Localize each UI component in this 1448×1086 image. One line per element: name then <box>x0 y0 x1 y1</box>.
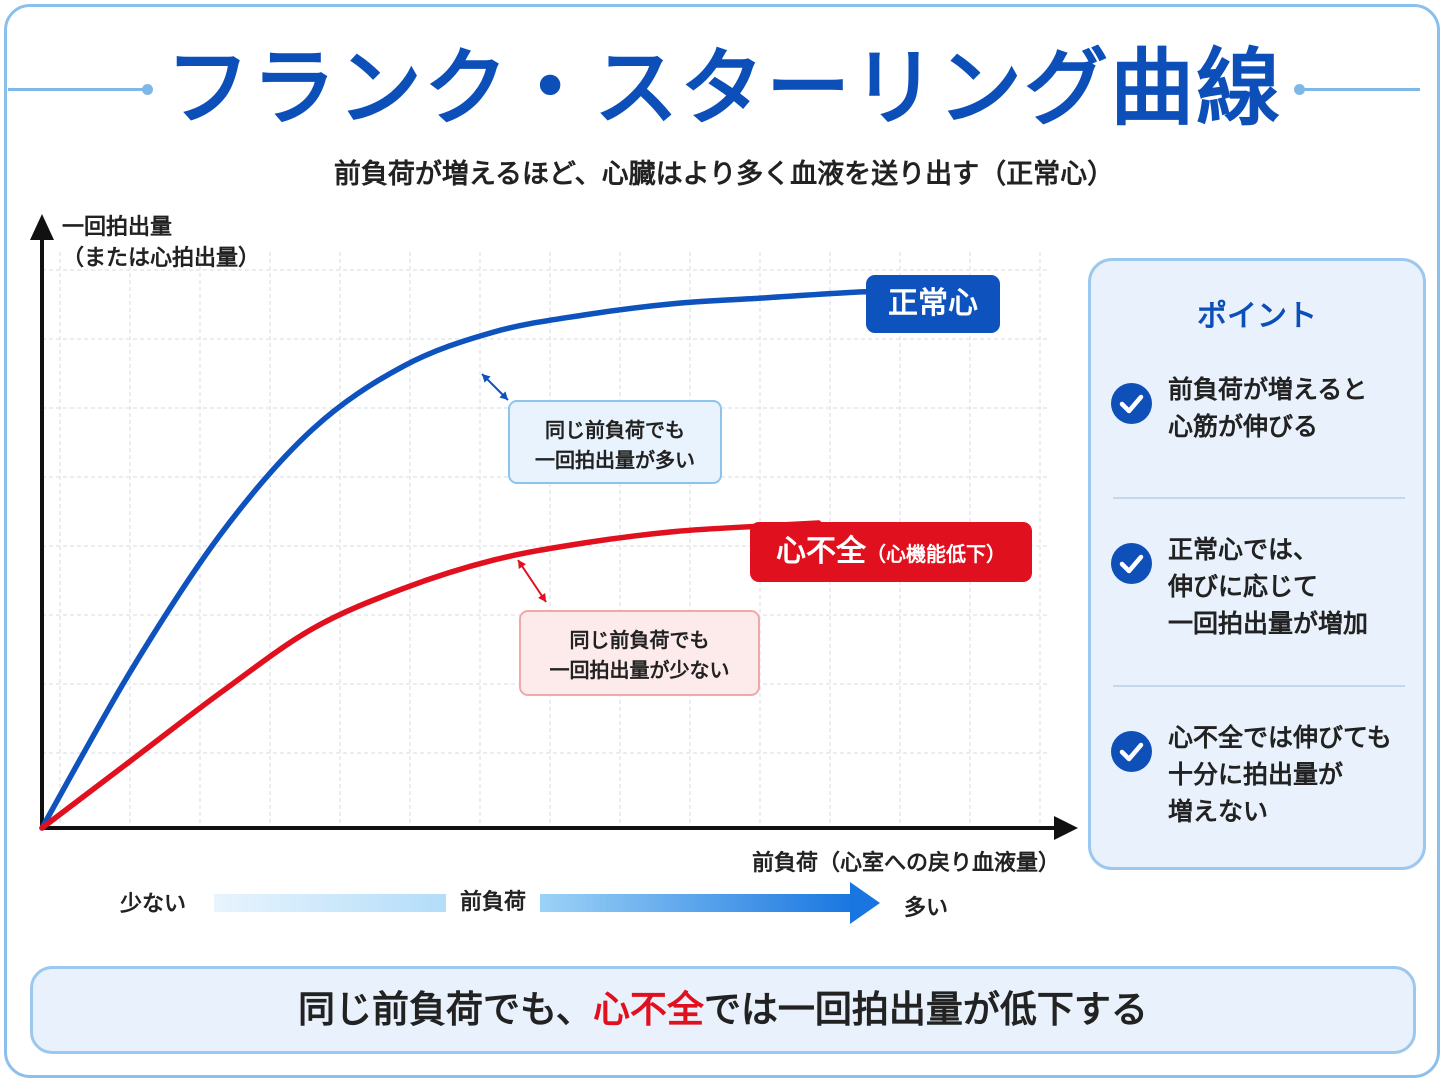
panel-divider <box>1113 497 1405 499</box>
callout-hf-arrow-icon-head-end <box>538 593 546 602</box>
point-3-line1: 心不全では伸びても <box>1168 723 1392 752</box>
point-2-line1: 正常心では、 <box>1168 535 1319 564</box>
frank-starling-chart <box>30 214 1078 840</box>
y-axis-arrowhead <box>30 214 54 240</box>
callout-normal: 同じ前負荷でも 一回拍出量が多い <box>508 400 722 484</box>
heart-failure-label: 心不全（心機能低下） <box>750 522 1032 582</box>
chart-series <box>39 286 948 831</box>
point-3-line3: 増えない <box>1168 797 1269 826</box>
scale-middle-label: 前負荷 <box>446 884 541 916</box>
panel-divider <box>1113 685 1405 687</box>
heart-failure-label-sub: （心機能低下） <box>866 542 1006 566</box>
x-axis-arrowhead <box>1054 816 1078 840</box>
point-1-line2: 心筋が伸びる <box>1168 412 1319 441</box>
summary-part1: 同じ前負荷でも、 <box>298 988 593 1031</box>
callout-normal-arrow-icon <box>481 373 509 401</box>
point-3-line2: 十分に拍出量が <box>1168 760 1344 789</box>
callout-arrows <box>481 373 547 603</box>
point-item-2-text: 正常心では、 伸びに応じて 一回拍出量が増加 <box>1168 531 1368 642</box>
point-item-3-text: 心不全では伸びても 十分に拍出量が 増えない <box>1168 719 1392 830</box>
title-deco-line-left <box>8 88 148 91</box>
title-deco-line-right <box>1298 88 1420 91</box>
check-circle-icon <box>1111 543 1152 584</box>
callout-hf-line2: 一回拍出量が少ない <box>549 658 730 682</box>
callout-hf-arrow-icon <box>517 559 547 603</box>
point-2-line3: 一回拍出量が増加 <box>1168 609 1369 638</box>
callout-hf-line1: 同じ前負荷でも <box>569 628 710 652</box>
check-circle-icon <box>1111 383 1152 424</box>
scale-left-label: 少ない <box>120 892 187 917</box>
title-deco-dot-right <box>1294 84 1305 95</box>
scale-right-label: 多い <box>904 896 949 921</box>
heart-failure-label-main: 心不全 <box>776 534 866 569</box>
point-1-line1: 前負荷が増えると <box>1168 375 1368 404</box>
points-panel: ポイント 前負荷が増えると 心筋が伸びる 正常心では、 伸びに応じて 一回拍出量… <box>1088 258 1426 870</box>
callout-normal-arrow-icon-head-end <box>499 391 508 400</box>
point-2-line2: 伸びに応じて <box>1168 572 1319 601</box>
heart-failure-curve <box>39 520 822 831</box>
preload-gradient-arrow-icon <box>214 882 880 924</box>
title-deco-dot-left <box>142 84 153 95</box>
callout-hf-arrow-icon-shaft <box>517 559 547 603</box>
y-axis-label-line2: （または心拍出量） <box>62 246 261 271</box>
callout-heart-failure: 同じ前負荷でも 一回拍出量が少ない <box>519 610 760 696</box>
y-axis-label: 一回拍出量 （または心拍出量） <box>62 212 260 274</box>
callout-normal-line1: 同じ前負荷でも <box>545 418 685 442</box>
normal-heart-curve <box>39 286 948 831</box>
summary-part2-highlight: 心不全 <box>592 988 704 1031</box>
summary-box: 同じ前負荷でも、心不全では一回拍出量が低下する <box>30 966 1416 1054</box>
callout-hf-arrow-icon-head-start <box>518 560 526 569</box>
normal-heart-label: 正常心 <box>866 275 1000 333</box>
summary-part3: では一回拍出量が低下する <box>703 988 1148 1031</box>
page-subtitle: 前負荷が増えるほど、心臓はより多く血液を送り出す（正常心） <box>333 159 1115 190</box>
x-axis-label: 前負荷（心室への戻り血液量） <box>751 851 1060 876</box>
check-circle-icon <box>1111 731 1152 772</box>
chart-axes <box>30 214 1078 840</box>
point-item-1-text: 前負荷が増えると 心筋が伸びる <box>1168 371 1367 445</box>
page-title: フランク・スターリング曲線 <box>165 39 1283 137</box>
points-panel-title: ポイント <box>1197 299 1317 334</box>
y-axis-label-line1: 一回拍出量 <box>62 215 173 240</box>
callout-normal-line2: 一回拍出量が多い <box>535 448 695 472</box>
callout-normal-arrow-icon-head-start <box>482 374 491 383</box>
